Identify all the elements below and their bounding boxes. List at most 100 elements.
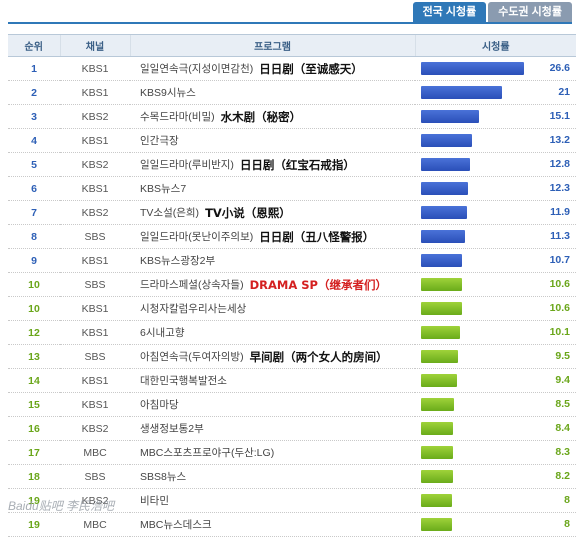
table-row: 13 SBS 아침연속극(두여자의방) 早间剧（两个女人的房间） 9.5 [8,344,576,369]
rating-cell: 9.4 [415,368,576,393]
rating-cell: 12.8 [415,152,576,177]
program-name[interactable]: 인간극장 [140,135,179,147]
channel-cell: SBS [60,344,130,369]
program-name[interactable]: KBS9시뉴스 [140,87,196,99]
program-cell: 수목드라마(비밀) 水木剧（秘密） [130,104,415,129]
rating-cell: 8.3 [415,440,576,465]
program-name[interactable]: KBS뉴스7 [140,183,187,195]
ratings-table: 순위 채널 프로그램 시청률 1 KBS1 일일연속극(지성이면감천) 日日剧（至诚感… [8,34,576,537]
rank-cell: 16 [8,416,60,441]
rank-cell: 6 [8,176,60,201]
program-wrap: 비타민 [140,493,415,508]
program-wrap: 일일드라마(루비반지) 日日剧（红宝石戒指） [140,157,415,173]
rating-bar-wrap: 8.5 [421,393,576,416]
rating-bar-wrap: 9.4 [421,369,576,392]
rating-bar [421,374,457,387]
rating-cell: 8 [415,488,576,513]
table-row: 3 KBS2 수목드라마(비밀) 水木剧（秘密） 15.1 [8,104,576,129]
rating-cell: 11.9 [415,200,576,225]
rank-cell: 5 [8,152,60,177]
table-row: 19 MBC MBC뉴스데스크 8 [8,512,576,537]
program-name[interactable]: 6시내고향 [140,327,185,339]
rank-cell: 9 [8,248,60,273]
channel-cell: KBS1 [60,248,130,273]
channel-cell: MBC [60,440,130,465]
program-name[interactable]: 일일드라마(루비반지) [140,159,234,171]
program-name[interactable]: 일일연속극(지성이면감천) [140,63,254,75]
rating-bar-wrap: 9.5 [421,345,576,368]
program-name[interactable]: 아침마당 [140,399,179,411]
rating-value: 11.3 [550,230,570,242]
program-name[interactable]: 일일드라마(못난이주의보) [140,231,254,243]
rating-value: 8.4 [555,422,570,434]
program-wrap: MBC스포츠프로야구(두산:LG) [140,445,415,460]
program-name[interactable]: 수목드라마(비밀) [140,111,215,123]
program-wrap: 아침마당 [140,397,415,412]
rating-bar [421,470,453,483]
channel-cell: KBS2 [60,152,130,177]
rating-bar [421,326,460,339]
program-wrap: KBS뉴스7 [140,181,415,196]
rating-bar [421,62,524,75]
program-name[interactable]: 시청자칼럼우리사는세상 [140,303,247,315]
program-cell: 비타민 [130,488,415,513]
rating-cell: 13.2 [415,128,576,153]
rank-cell: 3 [8,104,60,129]
rank-cell: 12 [8,320,60,345]
channel-cell: SBS [60,224,130,249]
program-cell: 시청자칼럼우리사는세상 [130,296,415,321]
header-rank: 순위 [8,34,60,57]
channel-cell: SBS [60,464,130,489]
table-row: 18 SBS SBS8뉴스 8.2 [8,464,576,489]
rating-cell: 8.5 [415,392,576,417]
program-cell: 일일드라마(루비반지) 日日剧（红宝石戒指） [130,152,415,177]
program-wrap: 6시내고향 [140,325,415,340]
program-annotation: 日日剧（丑八怪警报） [259,229,375,244]
rating-bar-wrap: 12.3 [421,177,576,200]
channel-cell: KBS1 [60,296,130,321]
program-annotation: 日日剧（红宝石戒指） [239,157,355,172]
program-wrap: 아침연속극(두여자의방) 早间剧（两个女人的房间） [140,349,415,365]
program-name[interactable]: 드라마스페셜(상속자들) [140,279,244,291]
channel-cell: KBS1 [60,56,130,81]
program-wrap: 일일드라마(못난이주의보) 日日剧（丑八怪警报） [140,229,415,245]
rating-value: 8.2 [555,470,570,482]
program-wrap: TV소설(은희) TV小说（恩熙） [140,205,415,221]
program-name[interactable]: KBS뉴스광장2부 [140,255,216,267]
rank-cell: 18 [8,464,60,489]
header-rating: 시청률 [414,34,576,57]
header-program: 프로그램 [129,34,415,57]
table-row: 16 KBS2 생생정보통2부 8.4 [8,416,576,441]
tab-national-rating[interactable]: 전국 시청률 [412,2,487,22]
program-cell: 생생정보통2부 [130,416,415,441]
program-name[interactable]: MBC뉴스데스크 [140,519,212,531]
rating-value: 8 [564,494,570,506]
rating-bar [421,278,462,291]
rating-value: 10.7 [549,254,570,266]
tab-metro-rating[interactable]: 수도권 시청률 [488,2,572,22]
rating-value: 26.6 [549,62,570,74]
rating-bar [421,110,479,123]
table-row: 12 KBS1 6시내고향 10.1 [8,320,576,345]
program-name[interactable]: 대한민국행복발전소 [140,375,227,387]
rating-bar [421,206,467,219]
rating-value: 10.6 [549,278,570,290]
rating-bar [421,134,472,147]
rating-cell: 15.1 [415,104,576,129]
program-wrap: 일일연속극(지성이면감천) 日日剧（至诚感天） [140,61,415,77]
program-name[interactable]: 생생정보통2부 [140,423,204,435]
program-cell: 인간극장 [130,128,415,153]
program-name[interactable]: MBC스포츠프로야구(두산:LG) [140,447,275,459]
rank-cell: 7 [8,200,60,225]
program-name[interactable]: 아침연속극(두여자의방) [140,351,244,363]
program-name[interactable]: TV소설(은희) [140,207,200,219]
rating-value: 11.9 [550,206,570,218]
rank-cell: 10 [8,296,60,321]
channel-cell: SBS [60,272,130,297]
program-name[interactable]: 비타민 [140,495,169,507]
rating-value: 21 [558,86,570,98]
program-name[interactable]: SBS8뉴스 [140,471,187,483]
program-wrap: MBC뉴스데스크 [140,517,415,532]
program-cell: KBS뉴스광장2부 [130,248,415,273]
rating-bar [421,182,468,195]
